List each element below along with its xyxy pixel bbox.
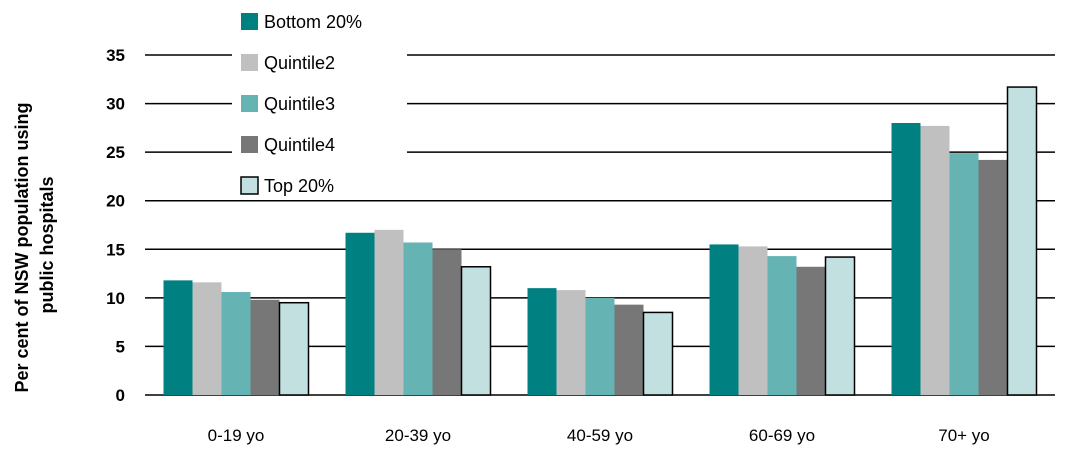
bar — [345, 232, 375, 395]
legend-swatch — [241, 54, 258, 71]
bar — [796, 266, 826, 395]
y-tick-label: 10 — [106, 289, 125, 308]
legend-swatch — [240, 176, 259, 195]
legend-label: Top 20% — [264, 176, 334, 196]
legend-background — [232, 6, 407, 198]
legend-swatch — [241, 136, 258, 153]
bar — [163, 280, 193, 395]
bar — [891, 123, 921, 395]
bar — [585, 297, 615, 395]
legend-swatch — [241, 95, 258, 112]
y-tick-label: 30 — [106, 95, 125, 114]
legend-swatch — [241, 13, 258, 30]
x-tick-label: 60-69 yo — [749, 426, 815, 445]
y-tick-label: 25 — [106, 143, 125, 162]
bar — [556, 290, 586, 395]
bars — [163, 86, 1038, 396]
x-tick-label: 20-39 yo — [385, 426, 451, 445]
legend-label: Quintile3 — [264, 94, 335, 114]
bar — [978, 159, 1008, 395]
bar — [614, 304, 644, 395]
x-tick-label: 0-19 yo — [208, 426, 265, 445]
bar — [250, 299, 280, 395]
y-tick-label: 35 — [106, 46, 125, 65]
bar — [824, 256, 856, 396]
bar — [767, 256, 797, 395]
legend-label: Quintile4 — [264, 135, 335, 155]
legend: Bottom 20% Quintile2 Quintile3 Quintile4 Top… — [232, 6, 407, 198]
bar — [709, 244, 739, 395]
bar — [374, 229, 404, 395]
x-tick-label: 40-59 yo — [567, 426, 633, 445]
bar — [527, 288, 557, 395]
bar — [460, 266, 492, 396]
bar — [1006, 86, 1038, 396]
y-axis-ticks: 0 5 10 15 20 25 30 35 — [106, 46, 125, 405]
bar — [403, 242, 433, 395]
legend-label: Quintile2 — [264, 53, 335, 73]
y-axis-title-line-2: public hospitals — [37, 176, 57, 313]
legend-label: Bottom 20% — [264, 12, 362, 32]
y-tick-label: 0 — [116, 386, 125, 405]
y-tick-label: 15 — [106, 240, 125, 259]
bar — [949, 153, 979, 395]
bar — [432, 249, 462, 395]
x-tick-label: 70+ yo — [938, 426, 990, 445]
y-tick-label: 20 — [106, 192, 125, 211]
bar — [920, 125, 950, 396]
bar — [738, 246, 768, 395]
bar — [192, 282, 222, 395]
x-axis-labels: 0-19 yo 20-39 yo 40-59 yo 60-69 yo 70+ yo — [208, 426, 990, 445]
bar — [642, 311, 674, 396]
y-tick-label: 5 — [116, 337, 125, 356]
y-axis-title: Per cent of NSW population using public … — [12, 97, 57, 392]
bar — [278, 301, 310, 396]
bar — [221, 292, 251, 395]
y-axis-title-line-1: Per cent of NSW population using — [12, 103, 32, 393]
